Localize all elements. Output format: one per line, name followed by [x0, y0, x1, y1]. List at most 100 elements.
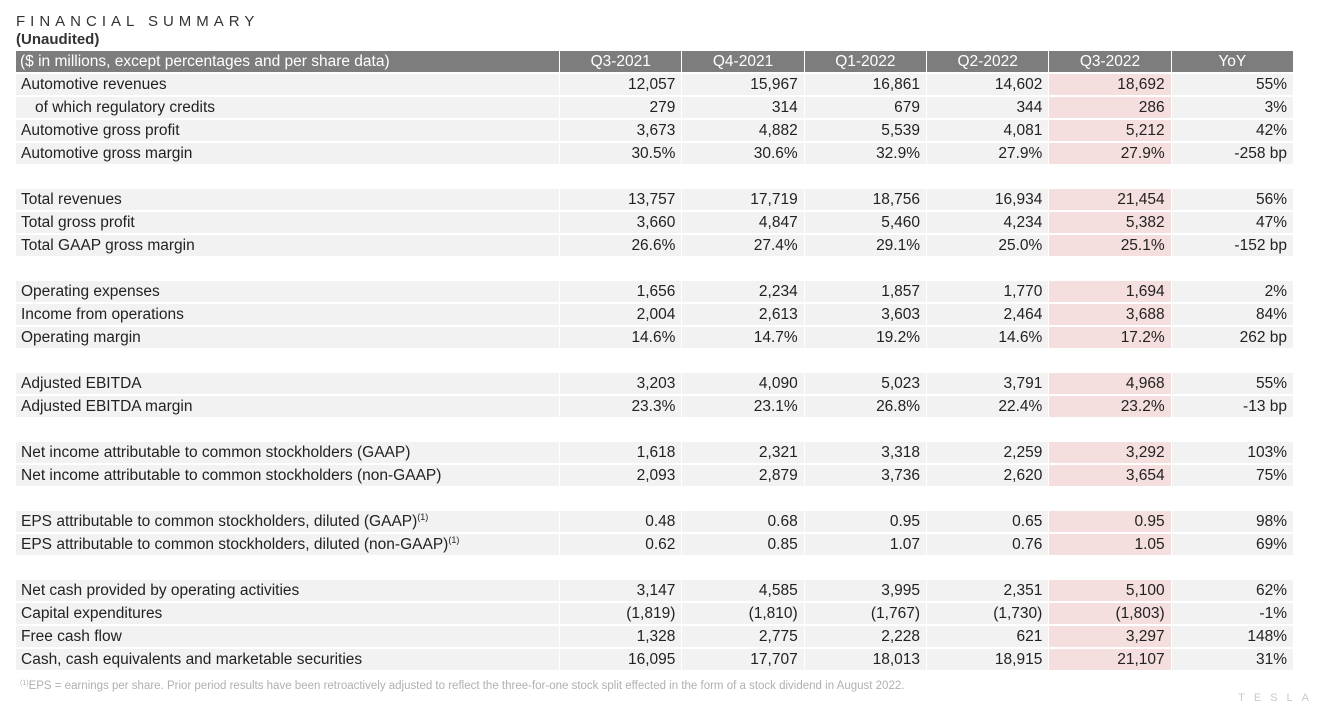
financial-summary-table: ($ in millions, except percentages and p… [16, 51, 1293, 670]
table-cell: 17,719 [681, 187, 804, 210]
table-cell: 3,791 [926, 371, 1049, 394]
table-cell: 26.8% [803, 394, 927, 417]
table-row: Automotive gross margin 30.5% 30.6% 32.9% 27… [16, 141, 1293, 164]
table-cell: 27.9% [1048, 141, 1171, 164]
group-spacer [16, 348, 1293, 371]
table-cell: 18,013 [803, 647, 927, 670]
table-cell: 14.6% [926, 325, 1049, 348]
row-label: Capital expenditures [16, 601, 560, 624]
table-cell: 18,756 [803, 187, 927, 210]
row-label: Adjusted EBITDA [16, 371, 560, 394]
table-cell: 2,879 [681, 463, 804, 486]
row-label: EPS attributable to common stockholders,… [16, 509, 560, 532]
table-cell: 16,861 [803, 72, 927, 95]
table-cell: 0.76 [926, 532, 1049, 555]
table-cell: 2,004 [559, 302, 682, 325]
row-label: Automotive gross margin [16, 141, 560, 164]
table-cell: 3,603 [803, 302, 927, 325]
table-cell: 55% [1170, 371, 1293, 394]
table-row: Capital expenditures (1,819) (1,810) (1,767… [16, 601, 1293, 624]
table-row: EPS attributable to common stockholders,… [16, 509, 1293, 532]
group-spacer [16, 256, 1293, 279]
table-cell: 4,968 [1048, 371, 1171, 394]
table-cell: 15,967 [681, 72, 804, 95]
header-q3-2022: Q3-2022 [1048, 51, 1171, 72]
table-row: Automotive gross profit 3,673 4,882 5,539 4,… [16, 118, 1293, 141]
table-row: Net income attributable to common stockh… [16, 440, 1293, 463]
table-cell: 314 [681, 95, 804, 118]
table-cell: 4,882 [681, 118, 804, 141]
header-q1-2022: Q1-2022 [803, 51, 927, 72]
table-row: Operating expenses 1,656 2,234 1,857 1,770 1,… [16, 279, 1293, 302]
table-cell: 2,228 [803, 624, 927, 647]
group-spacer [16, 417, 1293, 440]
table-cell: 2,464 [926, 302, 1049, 325]
table-cell: 2,234 [681, 279, 804, 302]
page-title: FINANCIAL SUMMARY [16, 13, 260, 30]
footnote-marker: (1) [20, 680, 29, 687]
table-row: Income from operations 2,004 2,613 3,603 2,4… [16, 302, 1293, 325]
table-row: Free cash flow 1,328 2,775 2,228 621 3,297 148… [16, 624, 1293, 647]
table-cell: 47% [1170, 210, 1293, 233]
table-cell: 21,454 [1048, 187, 1171, 210]
table-cell: 23.1% [681, 394, 804, 417]
table-cell: 14.7% [681, 325, 804, 348]
table-cell: 344 [926, 95, 1049, 118]
table-cell: 2,259 [926, 440, 1049, 463]
table-cell: 17,707 [681, 647, 804, 670]
row-label: of which regulatory credits [16, 95, 560, 118]
table-row: Net cash provided by operating activitie… [16, 578, 1293, 601]
row-label: Operating expenses [16, 279, 560, 302]
table-cell: (1,767) [803, 601, 927, 624]
table-cell: 2,620 [926, 463, 1049, 486]
table-cell: 1.07 [803, 532, 927, 555]
table-cell: 17.2% [1048, 325, 1171, 348]
row-label: EPS attributable to common stockholders,… [16, 532, 560, 555]
table-cell: 23.3% [559, 394, 682, 417]
table-cell: 3,995 [803, 578, 927, 601]
table-cell: 0.62 [559, 532, 682, 555]
table-cell: 27.4% [681, 233, 804, 256]
table-cell: -13 bp [1170, 394, 1293, 417]
table-cell: 98% [1170, 509, 1293, 532]
table-cell: 4,234 [926, 210, 1049, 233]
table-cell: 286 [1048, 95, 1171, 118]
table-cell: 22.4% [926, 394, 1049, 417]
table-cell: 2,775 [681, 624, 804, 647]
table-cell: 75% [1170, 463, 1293, 486]
header-q3-2021: Q3-2021 [559, 51, 682, 72]
table-cell: -152 bp [1170, 233, 1293, 256]
table-cell: 3,688 [1048, 302, 1171, 325]
table-cell: -258 bp [1170, 141, 1293, 164]
table-cell: 3,292 [1048, 440, 1171, 463]
table-cell: 4,090 [681, 371, 804, 394]
table-cell: 2,613 [681, 302, 804, 325]
table-cell: 12,057 [559, 72, 682, 95]
table-row: Adjusted EBITDA margin 23.3% 23.1% 26.8% 22.… [16, 394, 1293, 417]
footnote-ref: (1) [417, 511, 429, 522]
row-label: Automotive gross profit [16, 118, 560, 141]
table-cell: 5,212 [1048, 118, 1171, 141]
table-cell: 69% [1170, 532, 1293, 555]
table-cell: 1,694 [1048, 279, 1171, 302]
table-cell: (1,730) [926, 601, 1049, 624]
table-cell: 0.48 [559, 509, 682, 532]
table-cell: 1.05 [1048, 532, 1171, 555]
group-spacer [16, 164, 1293, 187]
table-cell: 29.1% [803, 233, 927, 256]
table-cell: 14.6% [559, 325, 682, 348]
table-cell: 2,093 [559, 463, 682, 486]
header-q2-2022: Q2-2022 [926, 51, 1049, 72]
tesla-logo: TESLA [1238, 692, 1318, 704]
row-label: Net income attributable to common stockh… [16, 440, 560, 463]
table-cell: 0.85 [681, 532, 804, 555]
table-row: of which regulatory credits 279 314 679 344 2… [16, 95, 1293, 118]
table-cell: 19.2% [803, 325, 927, 348]
table-cell: 5,023 [803, 371, 927, 394]
table-cell: 148% [1170, 624, 1293, 647]
table-cell: 27.9% [926, 141, 1049, 164]
header-label-column: ($ in millions, except percentages and p… [16, 51, 560, 72]
table-row: Operating margin 14.6% 14.7% 19.2% 14.6% 17.2… [16, 325, 1293, 348]
table-row: Net income attributable to common stockh… [16, 463, 1293, 486]
table-cell: 16,095 [559, 647, 682, 670]
